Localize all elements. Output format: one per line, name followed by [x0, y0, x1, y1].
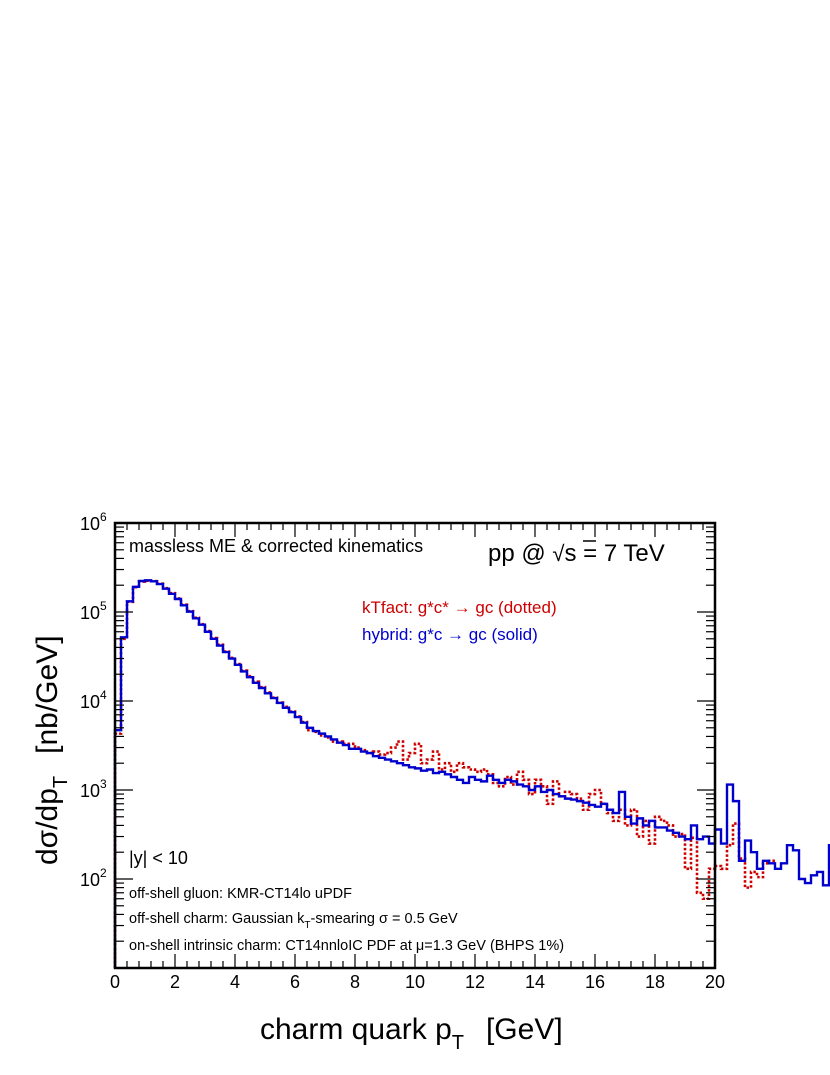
- y-tick-label: 106: [80, 510, 107, 534]
- y-tick-label: 105: [80, 599, 107, 623]
- x-tick-label: 14: [525, 972, 545, 992]
- x-axis-title: charm quark pT [GeV]: [260, 1013, 563, 1054]
- annotation-intrinsic-b: =1.3 GeV (BHPS 1%): [424, 938, 564, 954]
- series-line-ktfact: [113, 579, 775, 968]
- annotation-intrinsic: on-shell intrinsic charm: CT14nnloIC PDF…: [129, 938, 564, 954]
- x-tick-label: 18: [645, 972, 665, 992]
- y-tick-label: 104: [80, 688, 107, 712]
- annotation-charm-a: off-shell charm: Gaussian k: [129, 911, 305, 927]
- x-tick-label: 0: [110, 972, 120, 992]
- x-tick-label: 8: [350, 972, 360, 992]
- y-tick-label: 102: [80, 866, 107, 890]
- legend-entry-ktfact: kTfact: g*c* → gc (dotted): [362, 598, 557, 617]
- x-axis-title-sub: T: [452, 1032, 464, 1054]
- x-axis-title-unit: [GeV]: [486, 1013, 563, 1046]
- x-tick-label: 12: [465, 972, 485, 992]
- annotation-charm: off-shell charm: Gaussian kT-smearing σ …: [129, 911, 458, 931]
- x-tick-label: 2: [170, 972, 180, 992]
- x-tick-label: 4: [230, 972, 240, 992]
- y-tick-label: 103: [80, 777, 107, 801]
- annotation-rapidity: |y| < 10: [129, 848, 188, 868]
- y-axis-title-sub: T: [50, 776, 72, 788]
- legend-entry-hybrid: hybrid: g*c → gc (solid): [362, 625, 538, 644]
- annotation-intrinsic-mu: μ: [416, 938, 424, 954]
- x-axis-title-main: charm quark p: [260, 1013, 452, 1046]
- x-axis: 0 2 4 6 8 10 12 14 16 18 20: [110, 523, 725, 992]
- title-right-prefix: pp @: [488, 540, 552, 567]
- chart-title-right: pp @ √s = 7 TeV: [488, 540, 665, 567]
- y-axis-title-unit: [nb/GeV]: [31, 635, 64, 753]
- x-tick-label: 20: [705, 972, 725, 992]
- title-right-s: s: [564, 540, 576, 567]
- y-axis-title: dσ/dpT [nb/GeV]: [31, 635, 72, 865]
- annotation-intrinsic-a: on-shell intrinsic charm: CT14nnloIC PDF…: [129, 938, 416, 954]
- x-tick-label: 10: [405, 972, 425, 992]
- y-axis: 102 103 104 105 106: [80, 510, 715, 969]
- annotation-charm-b: -smearing σ = 0.5 GeV: [311, 911, 458, 927]
- y-axis-title-main: dσ/dp: [31, 788, 64, 865]
- chart-title-left: massless ME & corrected kinematics: [129, 536, 423, 556]
- annotation-gluon: off-shell gluon: KMR-CT14lo uPDF: [129, 886, 352, 902]
- x-tick-label: 6: [290, 972, 300, 992]
- annotation-charm-sub: T: [304, 920, 310, 931]
- title-right-suffix: = 7 TeV: [576, 540, 664, 567]
- sqrt-symbol: √: [552, 541, 565, 566]
- x-tick-label: 16: [585, 972, 605, 992]
